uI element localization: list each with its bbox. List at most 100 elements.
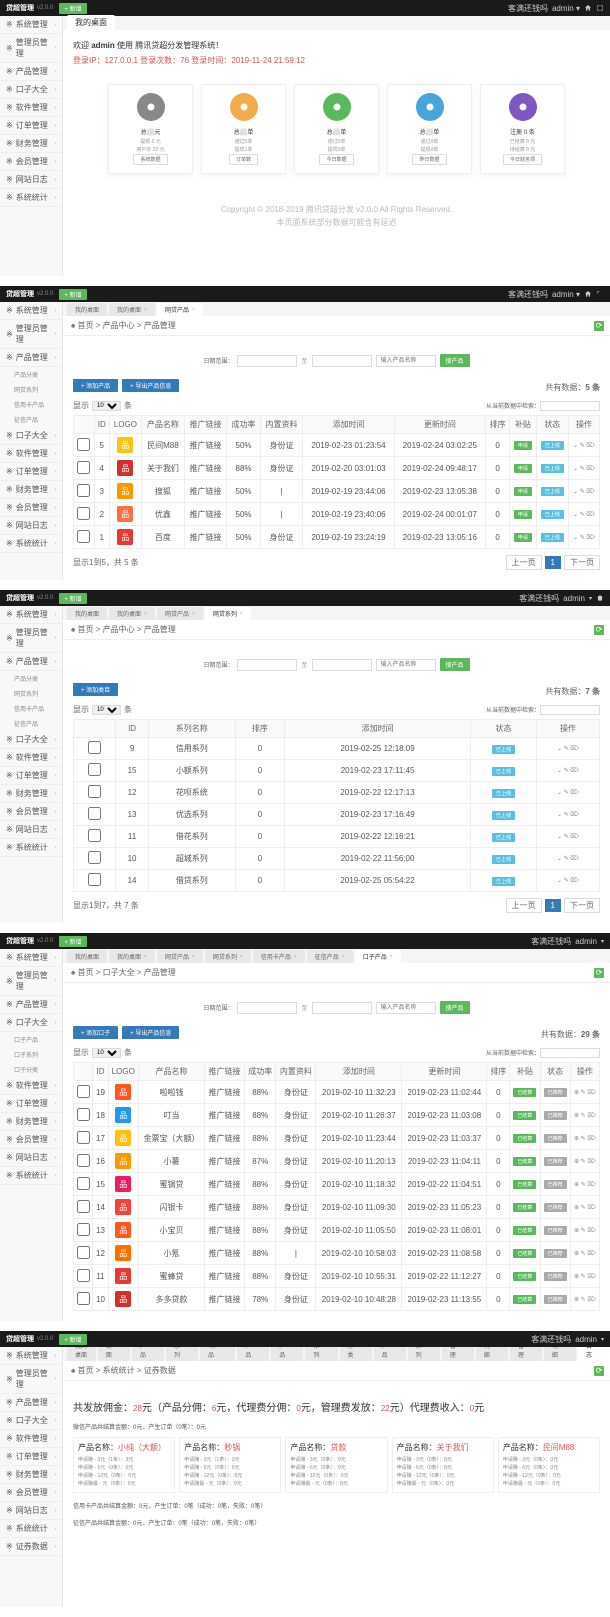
user-dropdown[interactable]: admin ▾ [552, 290, 580, 299]
sidebar-item[interactable]: ※订单管理› [0, 1095, 62, 1113]
action-button[interactable]: + 导出产品信息 [122, 379, 179, 392]
tab[interactable]: 我的桌面 × [109, 950, 155, 963]
user-dropdown[interactable]: admin ▾ [552, 4, 580, 13]
sidebar-item[interactable]: ※财务管理› [0, 1113, 62, 1131]
tab[interactable]: 网贷系列 × [205, 607, 251, 620]
tab[interactable]: 网贷产品 × [157, 303, 203, 316]
fullscreen-icon[interactable] [596, 290, 604, 298]
refresh-icon[interactable]: ⟳ [594, 968, 604, 978]
sidebar-item[interactable]: ※网站日志› [0, 517, 62, 535]
sidebar-item[interactable]: ※会员管理› [0, 803, 62, 821]
sidebar-item[interactable]: ※系统统计› [0, 1167, 62, 1185]
name-input[interactable] [376, 659, 436, 671]
tab[interactable]: 系统日志 × [578, 1347, 610, 1361]
add-button[interactable]: + 新增 [59, 1334, 86, 1345]
prev-page[interactable]: 上一页 [506, 555, 542, 570]
tab[interactable]: 网贷系列 × [205, 950, 251, 963]
filter-input[interactable] [540, 401, 600, 411]
tab[interactable]: 我的桌面 [67, 950, 107, 963]
sidebar-item[interactable]: ※系统统计› [0, 839, 62, 857]
sidebar-item[interactable]: ※系统管理› [0, 949, 62, 967]
sidebar-item[interactable]: ※软件管理› [0, 1077, 62, 1095]
date-to-input[interactable] [312, 355, 372, 367]
refresh-icon[interactable]: ⟳ [594, 625, 604, 635]
page-1[interactable]: 1 [545, 556, 561, 569]
tab[interactable]: 我的桌面 × [98, 1347, 130, 1361]
tab[interactable]: 我的桌面 [67, 607, 107, 620]
sidebar-item[interactable]: ※系统管理› [0, 302, 62, 320]
sidebar-item[interactable]: ※管理员管理› [0, 967, 62, 996]
refresh-icon[interactable]: ⟳ [594, 1366, 604, 1376]
tab[interactable]: 我的桌面 [67, 1347, 96, 1361]
search-button[interactable]: 搜产品 [440, 658, 470, 671]
sidebar-item[interactable]: ※软件管理› [0, 749, 62, 767]
sidebar-item[interactable]: ※产品管理› [0, 63, 62, 81]
sidebar-item[interactable]: ※系统管理› [0, 16, 62, 34]
sidebar-item[interactable]: ※财务管理› [0, 785, 62, 803]
sidebar-item[interactable]: ※网站日志› [0, 1149, 62, 1167]
tab[interactable]: 财务明细 × [476, 1347, 508, 1361]
refresh-icon[interactable]: ⟳ [594, 321, 604, 331]
sidebar-item[interactable]: ※系统统计› [0, 189, 62, 207]
tab[interactable]: 我的桌面 × [109, 303, 155, 316]
sidebar-item[interactable]: ※网站日志› [0, 821, 62, 839]
sidebar-item[interactable]: ※订单管理› [0, 117, 62, 135]
tab[interactable]: 会员明细 × [544, 1347, 576, 1361]
sidebar-item[interactable]: ※口子大全› [0, 731, 62, 749]
sidebar-item[interactable]: ※软件管理› [0, 445, 62, 463]
tab[interactable]: 订单管理 × [442, 1347, 474, 1361]
date-to-input[interactable] [312, 659, 372, 671]
action-button[interactable]: + 添加产品 [73, 379, 118, 392]
sidebar-item[interactable]: ※会员管理› [0, 1131, 62, 1149]
sidebar-item[interactable]: ※口子大全› [0, 81, 62, 99]
tab[interactable]: 征信产品 × [237, 1347, 269, 1361]
sidebar-item[interactable]: ※订单管理› [0, 767, 62, 785]
tab[interactable]: 我的桌面 × [109, 607, 155, 620]
tab[interactable]: 网贷产品 × [157, 607, 203, 620]
tab[interactable]: 信用卡产品 × [200, 1347, 235, 1361]
tab[interactable]: 网贷系列 × [166, 1347, 198, 1361]
tab[interactable]: 会员管理 × [510, 1347, 542, 1361]
sidebar-item[interactable]: ※软件管理› [0, 99, 62, 117]
search-button[interactable]: 搜产品 [440, 354, 470, 367]
sidebar-item[interactable]: ※订单管理› [0, 463, 62, 481]
sidebar-item[interactable]: ※口子大全› [0, 427, 62, 445]
tab[interactable]: 网贷产品 × [132, 1347, 164, 1361]
tab[interactable]: 我的桌面 [67, 303, 107, 316]
tab[interactable]: 征信产品 × [307, 950, 353, 963]
sidebar-item[interactable]: ※系统统计› [0, 535, 62, 553]
sidebar-item[interactable]: ※会员管理› [0, 153, 62, 171]
pagesize-select[interactable]: 10 [92, 401, 121, 411]
sidebar-item[interactable]: ※产品管理› [0, 653, 62, 671]
add-button[interactable]: + 新增 [59, 936, 86, 947]
home-icon[interactable] [584, 4, 592, 12]
tab[interactable]: 口子产品 × [271, 1347, 303, 1361]
sidebar-item[interactable]: ※管理员管理› [0, 34, 62, 63]
tab[interactable]: 软件产品 × [374, 1347, 406, 1361]
add-button[interactable]: + 新增 [59, 593, 86, 604]
sidebar-item[interactable]: ※管理员管理› [0, 320, 62, 349]
sidebar-item[interactable]: ※系统管理› [0, 606, 62, 624]
tab[interactable]: 软件系列 × [408, 1347, 440, 1361]
fullscreen-icon[interactable] [596, 4, 604, 12]
tab[interactable]: 口子系列 × [305, 1347, 337, 1361]
name-input[interactable] [376, 355, 436, 367]
sidebar-item[interactable]: ※产品管理› [0, 349, 62, 367]
sidebar-item[interactable]: ※网站日志› [0, 171, 62, 189]
sidebar-item[interactable]: ※管理员管理› [0, 624, 62, 653]
sidebar-item[interactable]: ※财务管理› [0, 135, 62, 153]
tab[interactable]: 信用卡产品 × [253, 950, 305, 963]
sidebar-item[interactable]: ※会员管理› [0, 499, 62, 517]
next-page[interactable]: 下一页 [564, 555, 600, 570]
tab[interactable]: 口子产品 × [355, 950, 401, 963]
tab-home[interactable]: 我的桌面 [67, 15, 115, 30]
tab[interactable]: 口子分类 × [340, 1347, 372, 1361]
date-from-input[interactable] [237, 355, 297, 367]
add-button[interactable]: + 新增 [59, 289, 86, 300]
home-icon[interactable] [596, 594, 604, 602]
sidebar-item[interactable]: ※财务管理› [0, 481, 62, 499]
home-icon[interactable] [584, 290, 592, 298]
tab[interactable]: 网贷产品 × [157, 950, 203, 963]
sidebar-item[interactable]: ※口子大全› [0, 1014, 62, 1032]
date-from-input[interactable] [237, 659, 297, 671]
